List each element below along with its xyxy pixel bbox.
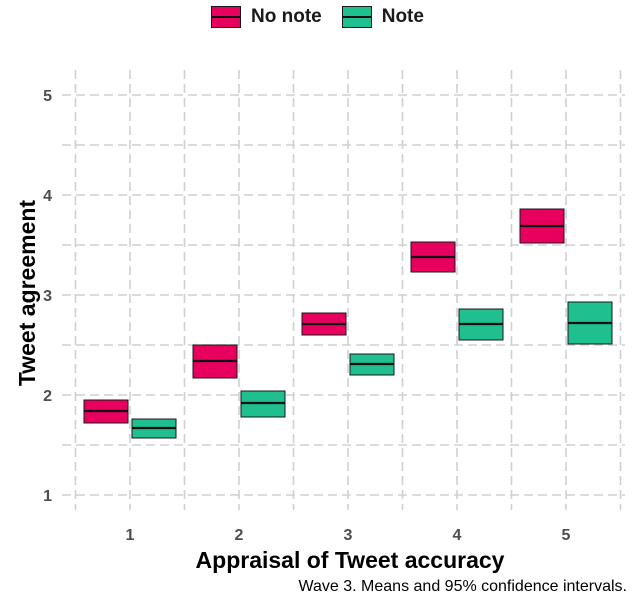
legend-label-note: Note [381, 6, 424, 27]
crossbar-no-note [410, 241, 456, 273]
y-axis-ticks: 1 2 3 4 5 [43, 88, 52, 505]
legend-label-no-note: No note [251, 6, 322, 27]
x-tick-label: 4 [453, 527, 462, 544]
crossbar-note [567, 301, 613, 345]
crossbars [83, 208, 613, 439]
y-axis-title: Tweet agreement [14, 200, 40, 387]
crossbar-note [240, 390, 286, 418]
crossbar-note [458, 308, 504, 341]
legend-swatch-note [341, 6, 372, 28]
legend: No note Note [0, 6, 635, 28]
x-tick-label: 5 [562, 527, 571, 544]
crossbar-no-note [83, 399, 129, 424]
x-axis-title: Appraisal of Tweet accuracy [196, 547, 505, 573]
crossbar-no-note [519, 208, 565, 244]
y-tick-label: 5 [43, 88, 52, 105]
legend-swatch-no-note [211, 6, 242, 28]
legend-item-no-note: No note [211, 6, 322, 28]
crossbar-no-note [192, 344, 238, 379]
y-tick-label: 4 [43, 188, 52, 205]
crossbar-note [349, 353, 395, 376]
grid-lines [62, 70, 625, 510]
x-axis-ticks: 1 2 3 4 5 [126, 527, 571, 544]
legend-item-note: Note [341, 6, 424, 28]
x-tick-label: 3 [344, 527, 353, 544]
x-tick-label: 2 [235, 527, 244, 544]
y-tick-label: 3 [43, 288, 52, 305]
chart-caption: Wave 3. Means and 95% confidence interva… [298, 578, 627, 595]
y-tick-label: 1 [43, 488, 52, 505]
crossbar-note [131, 418, 177, 439]
crossbar-no-note [301, 312, 347, 336]
y-tick-label: 2 [43, 388, 52, 405]
x-tick-label: 1 [126, 527, 135, 544]
